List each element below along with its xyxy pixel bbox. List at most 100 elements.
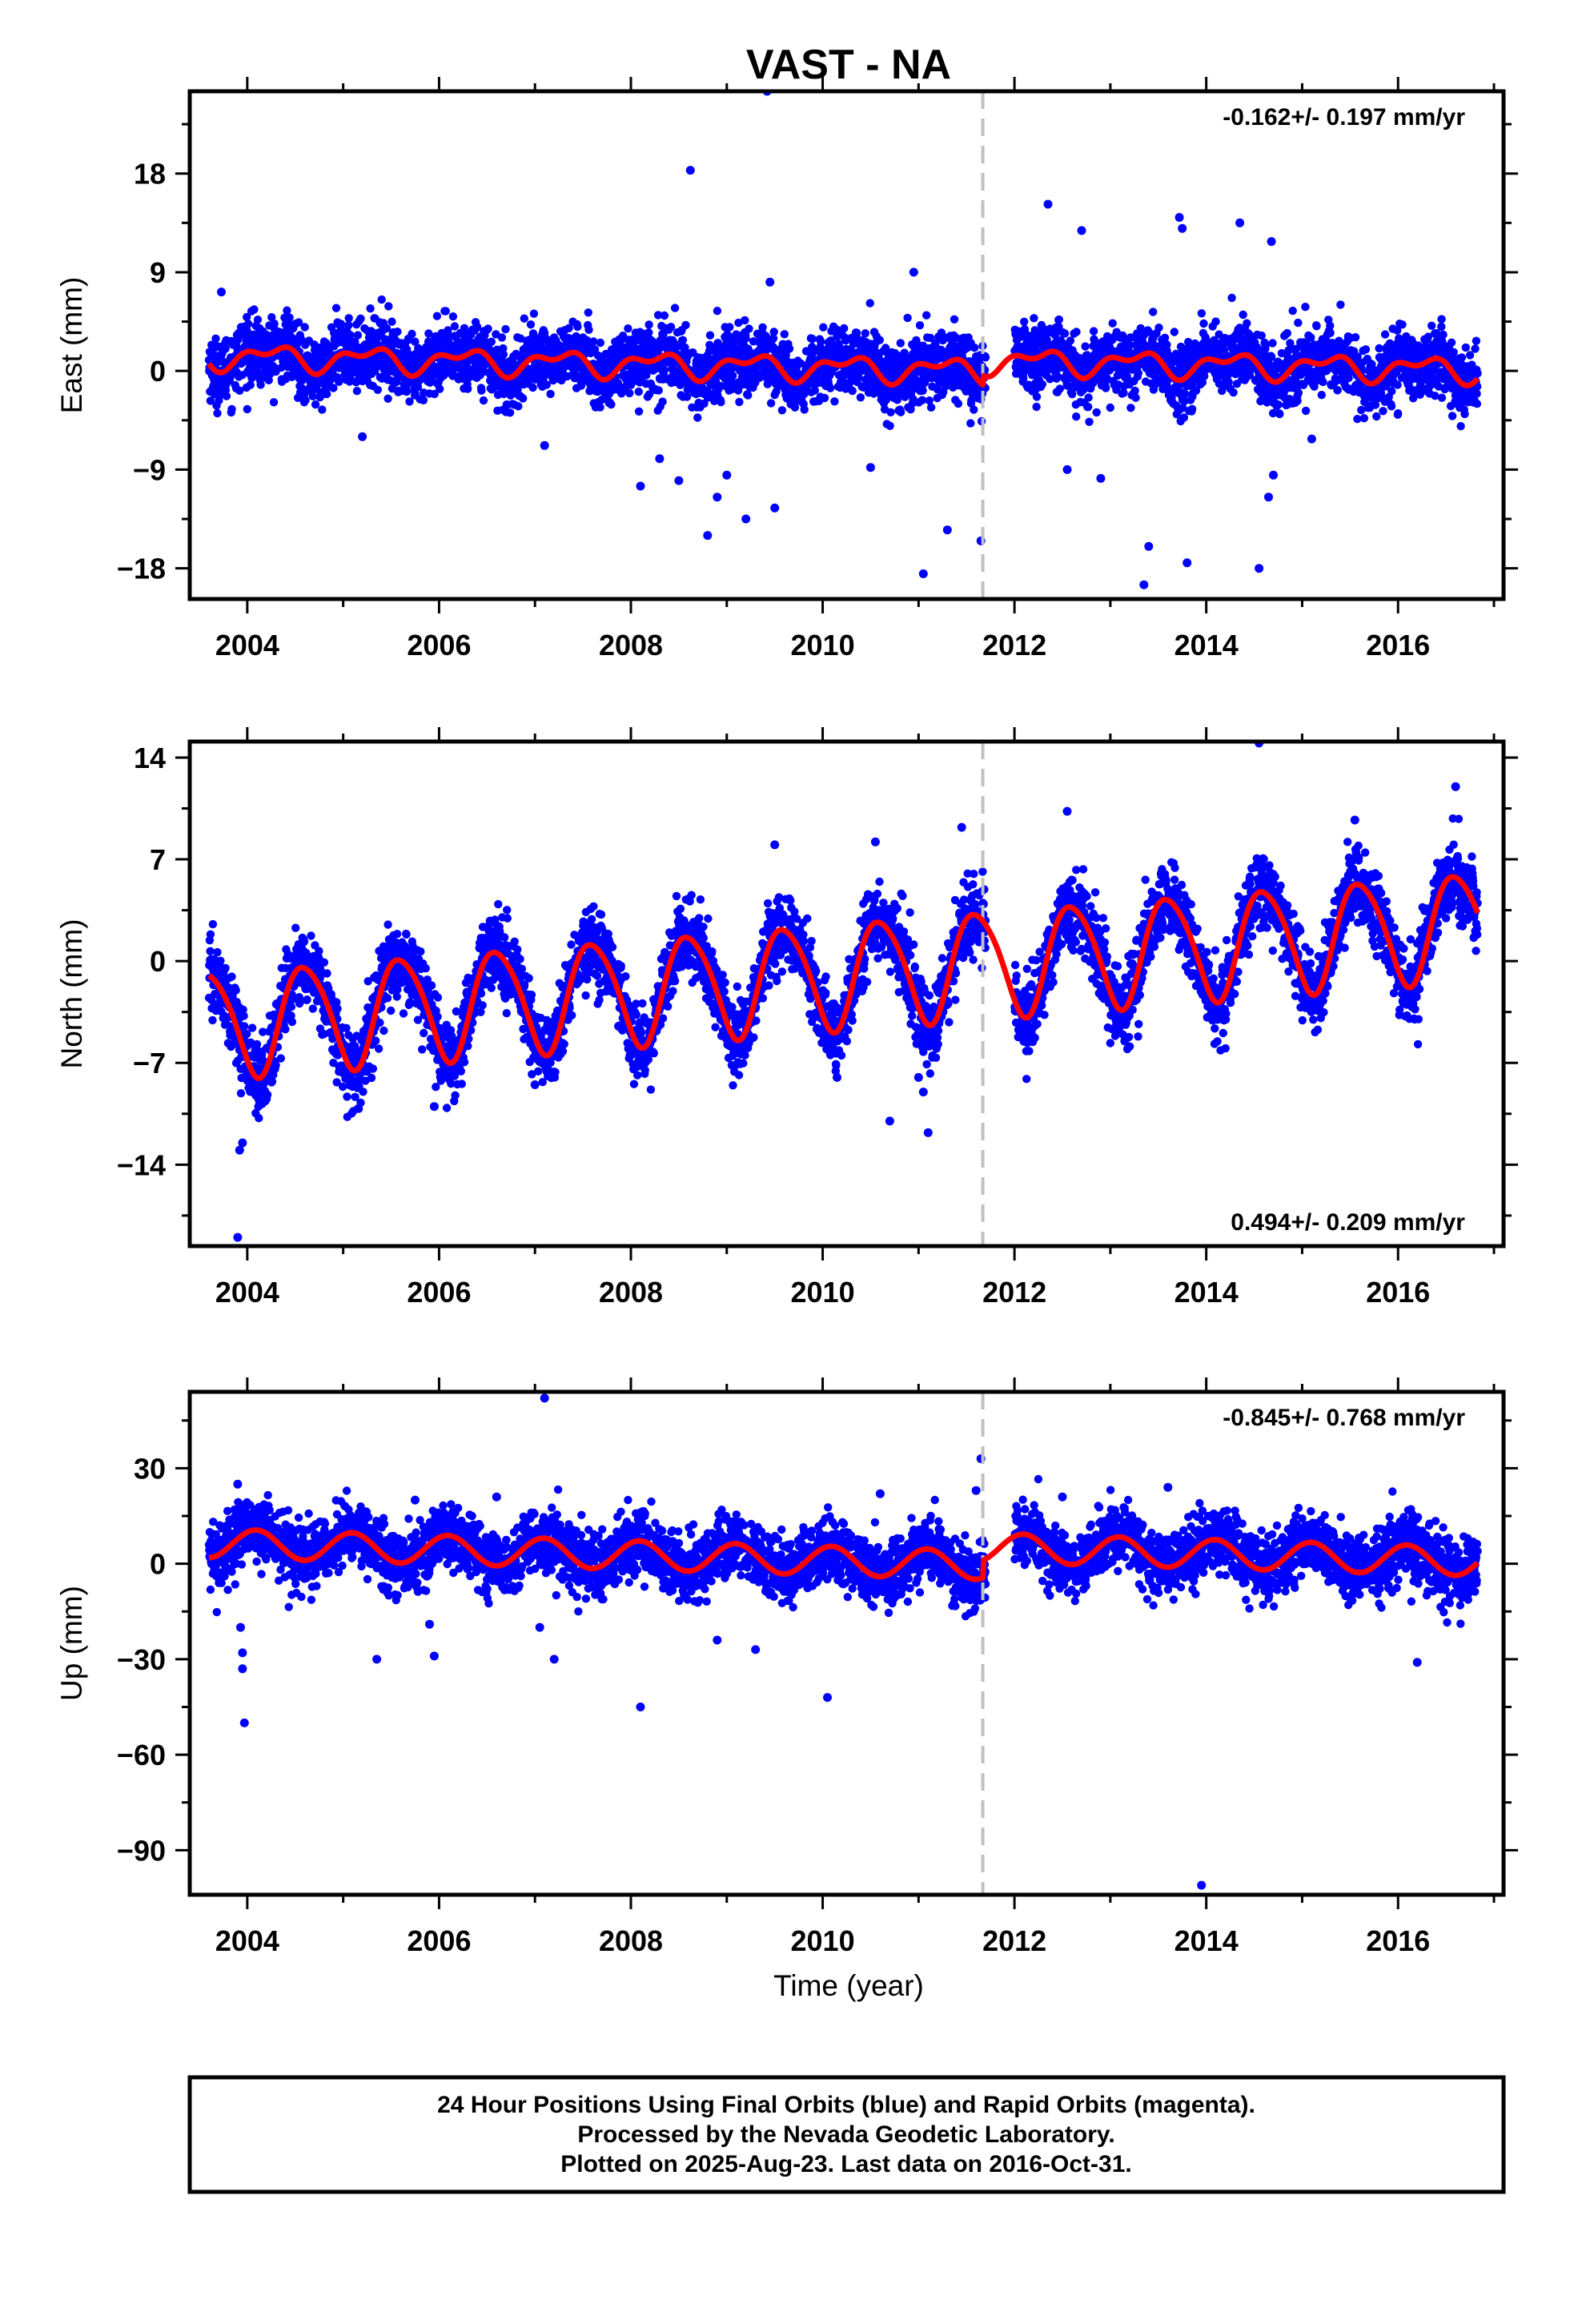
data-point [918,386,927,395]
data-point [766,399,776,408]
data-point [981,353,990,362]
data-point [408,329,416,339]
data-point [954,399,963,408]
y-tick-label: 0 [150,355,166,388]
data-point [528,383,537,392]
data-point [1472,400,1482,408]
data-point [215,396,223,405]
data-point [519,394,528,403]
data-point [1447,338,1456,347]
data-point [725,323,734,332]
data-point [1294,388,1303,397]
data-point [678,336,688,344]
data-point [819,323,828,332]
data-point [1437,322,1446,332]
data-point [352,387,362,396]
data-point [1351,333,1360,342]
data-point [826,384,835,392]
data-point [881,396,891,404]
data-point [1317,391,1327,400]
data-point [269,398,279,407]
data-point [405,378,414,387]
data-point [713,307,722,316]
data-point [1398,320,1407,329]
data-point [1319,377,1327,387]
data-point [1307,434,1316,444]
y-tick-label: −9 [133,453,166,486]
data-point [1108,319,1117,328]
y-tick-label: 9 [150,256,166,289]
data-point [1375,344,1383,353]
data-point [247,1023,257,1032]
data-point [1447,412,1457,420]
data-point [1439,330,1447,340]
data-point [239,1011,248,1020]
data-point [1077,226,1086,235]
data-point [1379,407,1387,416]
data-point [852,328,861,337]
data-point [323,389,331,399]
data-point [741,316,749,325]
data-point [208,919,218,929]
data-point [419,396,428,404]
data-point [353,331,363,340]
data-point [777,406,787,415]
data-point [875,336,885,344]
data-point [264,376,273,384]
data-point [1261,342,1270,351]
data-point [758,323,767,332]
data-point [741,514,751,524]
data-point [1269,470,1278,480]
data-point [1471,344,1480,353]
data-point [770,503,780,513]
data-point [840,324,849,333]
data-point [344,321,353,330]
data-point [1457,353,1467,362]
data-point [1072,328,1081,336]
data-point [235,386,244,395]
data-point [301,396,310,404]
data-point [865,299,874,308]
plot-area [204,91,1482,599]
data-point [227,404,236,414]
data-point [596,403,604,412]
data-point [1199,319,1208,328]
data-point [780,330,789,339]
data-point [915,321,925,330]
data-point [432,312,442,320]
data-point [311,400,320,409]
data-point [830,397,839,406]
data-point [1387,387,1396,396]
x-tick-label: 2014 [1174,629,1239,661]
x-tick-label: 2008 [599,629,663,661]
data-point [497,333,507,342]
data-point [213,408,222,418]
data-point [240,1022,249,1031]
data-point [1060,329,1070,338]
data-point [1333,386,1343,395]
data-point [1235,218,1245,227]
data-point [573,322,582,332]
data-point [1032,392,1042,401]
data-point [285,313,294,322]
data-point [1449,348,1458,356]
data-point [253,316,263,324]
data-point [634,407,644,416]
data-point [1182,558,1192,568]
data-point [267,313,276,322]
data-point [243,404,251,414]
data-point [346,331,355,340]
data-point [243,320,253,328]
data-point [681,320,690,330]
data-point [1293,396,1302,405]
data-point [319,357,328,366]
data-point [211,334,220,343]
data-point [424,329,433,338]
data-point [885,421,894,430]
data-point [1456,422,1465,431]
data-point [250,305,259,314]
data-point [222,392,231,400]
data-point [479,368,488,376]
data-point [785,344,794,353]
data-point [1084,393,1093,402]
